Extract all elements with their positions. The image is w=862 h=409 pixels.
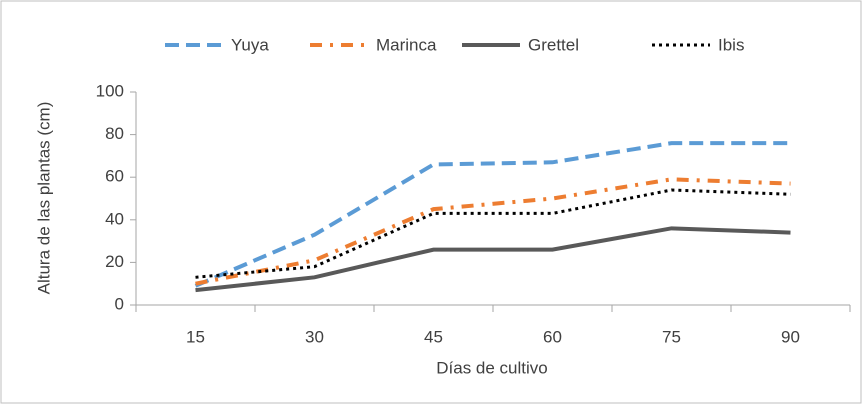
x-tick-label: 75 (662, 327, 681, 346)
series-line (195, 177, 791, 286)
series-line (195, 226, 791, 293)
legend-label: Marinca (376, 35, 437, 54)
legend-label: Yuya (231, 35, 269, 54)
x-tick-label: 30 (305, 327, 324, 346)
y-tick-label: 80 (105, 124, 124, 143)
y-tick-label: 60 (105, 167, 124, 186)
series-line (194, 141, 791, 288)
legend-label: Ibis (718, 35, 744, 54)
x-axis-label: Días de cultivo (436, 358, 548, 377)
y-tick-label: 40 (105, 209, 124, 228)
y-axis-label: Altura de las plantas (cm) (34, 102, 53, 295)
y-tick-label: 100 (96, 81, 124, 100)
y-tick-label: 0 (115, 294, 124, 313)
x-tick-label: 45 (424, 327, 443, 346)
series-line (195, 188, 791, 279)
legend-label: Grettel (528, 35, 579, 54)
x-tick-label: 15 (186, 327, 205, 346)
x-tick-label: 60 (543, 327, 562, 346)
y-tick-label: 20 (105, 252, 124, 271)
x-tick-label: 90 (781, 327, 800, 346)
